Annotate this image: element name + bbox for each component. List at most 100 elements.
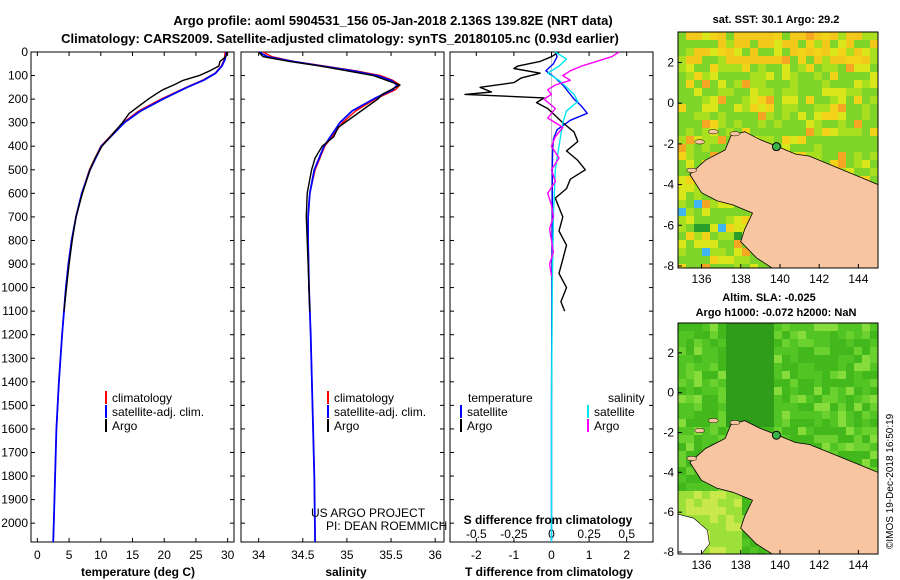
map-cell [686, 72, 695, 81]
map-cell [862, 323, 871, 332]
map-cell [686, 355, 695, 364]
map-cell [838, 395, 847, 404]
map-cell [718, 539, 727, 548]
map-cell [846, 80, 855, 89]
map-cell [814, 104, 823, 113]
map-cell [726, 56, 735, 65]
map-cell [814, 339, 823, 348]
map-cell [718, 104, 727, 113]
map-cell [686, 419, 695, 428]
map-cell [838, 104, 847, 113]
map-cell [814, 395, 823, 404]
x-tick-label: 25 [189, 548, 203, 562]
map-cell [790, 403, 799, 412]
map-cell [710, 539, 719, 548]
map-cell [774, 72, 783, 81]
map-cell [782, 112, 791, 121]
map-cell [782, 419, 791, 428]
map-cell [734, 531, 743, 540]
map-cell [694, 387, 703, 396]
map-cell [862, 387, 871, 396]
map-cell [702, 224, 711, 233]
map-cell [710, 136, 719, 145]
map-cell [678, 403, 687, 412]
map-cell [774, 371, 783, 380]
map-cell [750, 419, 759, 428]
map-cell [678, 48, 687, 57]
map-cell [702, 443, 711, 452]
sst-map [678, 32, 878, 268]
map-cell [742, 64, 751, 73]
map-cell [830, 160, 839, 169]
map-cell [838, 40, 847, 49]
map-cell [774, 40, 783, 49]
map-cell [766, 88, 775, 97]
depth-tick-label: 400 [8, 139, 28, 153]
map-cell [854, 451, 863, 460]
map-cell [726, 523, 735, 532]
map-cell [814, 152, 823, 161]
map-cell [750, 88, 759, 97]
x-tick-label: 2 [623, 548, 630, 562]
map-cell [774, 48, 783, 57]
map-cell [742, 347, 751, 356]
map-cell [798, 347, 807, 356]
map-cell [718, 128, 727, 137]
map-cell [702, 248, 711, 257]
map-cell [838, 112, 847, 121]
x-tick-label: 34 [252, 548, 266, 562]
map-cell [694, 160, 703, 169]
legend-t-satellite-label: satellite [467, 405, 508, 419]
map-cell [734, 347, 743, 356]
series-satellite-adj-clim--line [52, 51, 228, 543]
map-cell [758, 347, 767, 356]
map-cell [750, 256, 759, 265]
map-cell [758, 419, 767, 428]
map-cell [694, 323, 703, 332]
map-cell [870, 459, 878, 468]
map-cell [710, 379, 719, 388]
map-cell [734, 411, 743, 420]
map-cell [742, 72, 751, 81]
map-cell [678, 176, 687, 185]
map-cell [798, 419, 807, 428]
sla-map-title-line1: Altim. SLA: -0.025 [722, 292, 816, 304]
s-difference-label: S difference from climatology [464, 513, 633, 527]
map-cell [798, 40, 807, 49]
map-cell [726, 264, 735, 268]
map-cell [758, 355, 767, 364]
difference-xlabel: T difference from climatology [465, 565, 633, 579]
legend-satellite-label: satellite-adj. clim. [112, 405, 204, 419]
map-cell [822, 403, 831, 412]
map-cell [758, 339, 767, 348]
lat-tick-label: -2 [663, 137, 674, 151]
map-cell [862, 379, 871, 388]
map-cell [702, 515, 711, 524]
map-cell [686, 112, 695, 121]
small-island [686, 455, 697, 461]
map-cell [742, 499, 751, 508]
map-cell [726, 248, 735, 257]
map-cell [830, 339, 839, 348]
map-cell [726, 355, 735, 364]
map-cell [830, 347, 839, 356]
map-cell [854, 104, 863, 113]
map-cell [686, 144, 695, 153]
map-cell [702, 32, 711, 41]
map-cell [766, 40, 775, 49]
map-cell [862, 459, 871, 468]
map-cell [774, 120, 783, 129]
map-cell [726, 371, 735, 380]
map-cell [862, 355, 871, 364]
map-cell [766, 363, 775, 372]
map-cell [702, 192, 711, 201]
map-cell [838, 419, 847, 428]
map-cell [686, 104, 695, 113]
map-cell [822, 411, 831, 420]
map-cell [870, 56, 878, 65]
map-cell [854, 355, 863, 364]
map-cell [806, 387, 815, 396]
map-cell [766, 80, 775, 89]
map-cell [726, 88, 735, 97]
map-cell [862, 112, 871, 121]
